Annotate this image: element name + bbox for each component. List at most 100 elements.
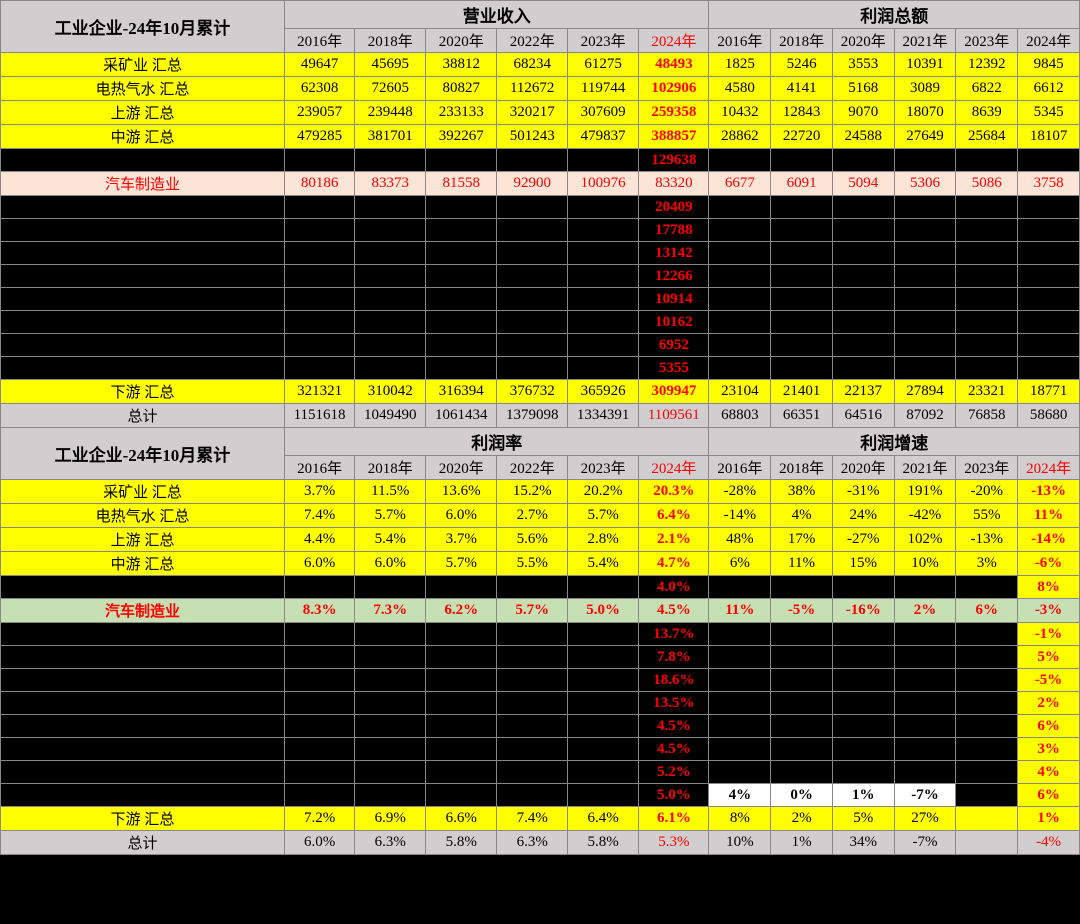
cell: 6822 <box>956 77 1018 101</box>
cell <box>1 784 285 807</box>
cell: 17788 <box>639 219 709 242</box>
cell: 6.6% <box>426 807 497 831</box>
cell <box>426 357 497 380</box>
cell: 5.3% <box>639 831 709 855</box>
cell: 479285 <box>284 125 354 149</box>
cell <box>426 669 497 692</box>
cell <box>956 242 1018 265</box>
cell <box>771 357 833 380</box>
header-row-3: 工业企业-24年10月累计 利润率 利润增速 <box>1 428 1080 456</box>
cell: 6.4% <box>568 807 639 831</box>
cell: 25684 <box>956 125 1018 149</box>
cell: -1% <box>1018 623 1080 646</box>
cell <box>894 669 956 692</box>
cell: 3.7% <box>426 528 497 552</box>
cell: 10914 <box>639 288 709 311</box>
table-row: 6952 <box>1 334 1080 357</box>
cell <box>284 334 354 357</box>
cell <box>832 692 894 715</box>
cell: 27894 <box>894 380 956 404</box>
cell <box>1 288 285 311</box>
cell: 2.7% <box>497 504 568 528</box>
row-label: 汽车制造业 <box>1 172 285 196</box>
cell: 239448 <box>355 101 426 125</box>
cell <box>284 242 354 265</box>
cell <box>497 219 568 242</box>
cell: 1% <box>771 831 833 855</box>
cell: 80186 <box>284 172 354 196</box>
cell <box>426 311 497 334</box>
cell <box>355 219 426 242</box>
cell: 6.0% <box>426 504 497 528</box>
cell: 11% <box>709 599 771 623</box>
cell <box>709 715 771 738</box>
cell <box>1 623 285 646</box>
cell <box>894 715 956 738</box>
section-profit: 利润总额 <box>709 1 1080 29</box>
cell <box>568 784 639 807</box>
header-row-1: 工业企业-24年10月累计 营业收入 利润总额 <box>1 1 1080 29</box>
cell <box>771 715 833 738</box>
cell: 68234 <box>497 53 568 77</box>
cell <box>832 576 894 599</box>
cell: 6.1% <box>639 807 709 831</box>
cell <box>284 196 354 219</box>
cell <box>355 311 426 334</box>
cell: 321321 <box>284 380 354 404</box>
cell <box>709 265 771 288</box>
cell <box>709 692 771 715</box>
cell: 20409 <box>639 196 709 219</box>
cell: 5.2% <box>639 761 709 784</box>
cell <box>771 242 833 265</box>
cell: 7.3% <box>355 599 426 623</box>
cell: 5.6% <box>497 528 568 552</box>
cell: 5.4% <box>355 528 426 552</box>
table-row: 13.7%-1% <box>1 623 1080 646</box>
cell <box>355 288 426 311</box>
cell <box>426 576 497 599</box>
cell <box>771 646 833 669</box>
table-row: 13.5%2% <box>1 692 1080 715</box>
cell: 83373 <box>355 172 426 196</box>
cell <box>1018 149 1080 172</box>
cell <box>426 692 497 715</box>
cell <box>1018 219 1080 242</box>
cell <box>1018 334 1080 357</box>
cell: 10% <box>894 552 956 576</box>
cell <box>426 784 497 807</box>
cell: 191% <box>894 480 956 504</box>
row-label: 采矿业 汇总 <box>1 53 285 77</box>
cell: 6677 <box>709 172 771 196</box>
cell: 48493 <box>639 53 709 77</box>
cell: 12392 <box>956 53 1018 77</box>
cell <box>568 149 639 172</box>
row-label: 下游 汇总 <box>1 380 285 404</box>
cell: -16% <box>832 599 894 623</box>
cell: 102% <box>894 528 956 552</box>
cell <box>832 715 894 738</box>
cell: -13% <box>956 528 1018 552</box>
row-label: 采矿业 汇总 <box>1 480 285 504</box>
cell <box>497 311 568 334</box>
cell: 7.8% <box>639 646 709 669</box>
cell <box>284 715 354 738</box>
cell: -7% <box>894 831 956 855</box>
cell: 3758 <box>1018 172 1080 196</box>
cell <box>1018 242 1080 265</box>
cell: 83320 <box>639 172 709 196</box>
cell: 5355 <box>639 357 709 380</box>
cell <box>284 646 354 669</box>
cell: 1151618 <box>284 404 354 428</box>
cell <box>1 646 285 669</box>
cell: 2.1% <box>639 528 709 552</box>
cell <box>1018 265 1080 288</box>
cell: 5094 <box>832 172 894 196</box>
cell <box>956 807 1018 831</box>
cell: 112672 <box>497 77 568 101</box>
section-growth: 利润增速 <box>709 428 1080 456</box>
cell <box>956 646 1018 669</box>
cell <box>771 149 833 172</box>
cell <box>771 219 833 242</box>
cell <box>771 692 833 715</box>
cell: 6.0% <box>284 552 354 576</box>
